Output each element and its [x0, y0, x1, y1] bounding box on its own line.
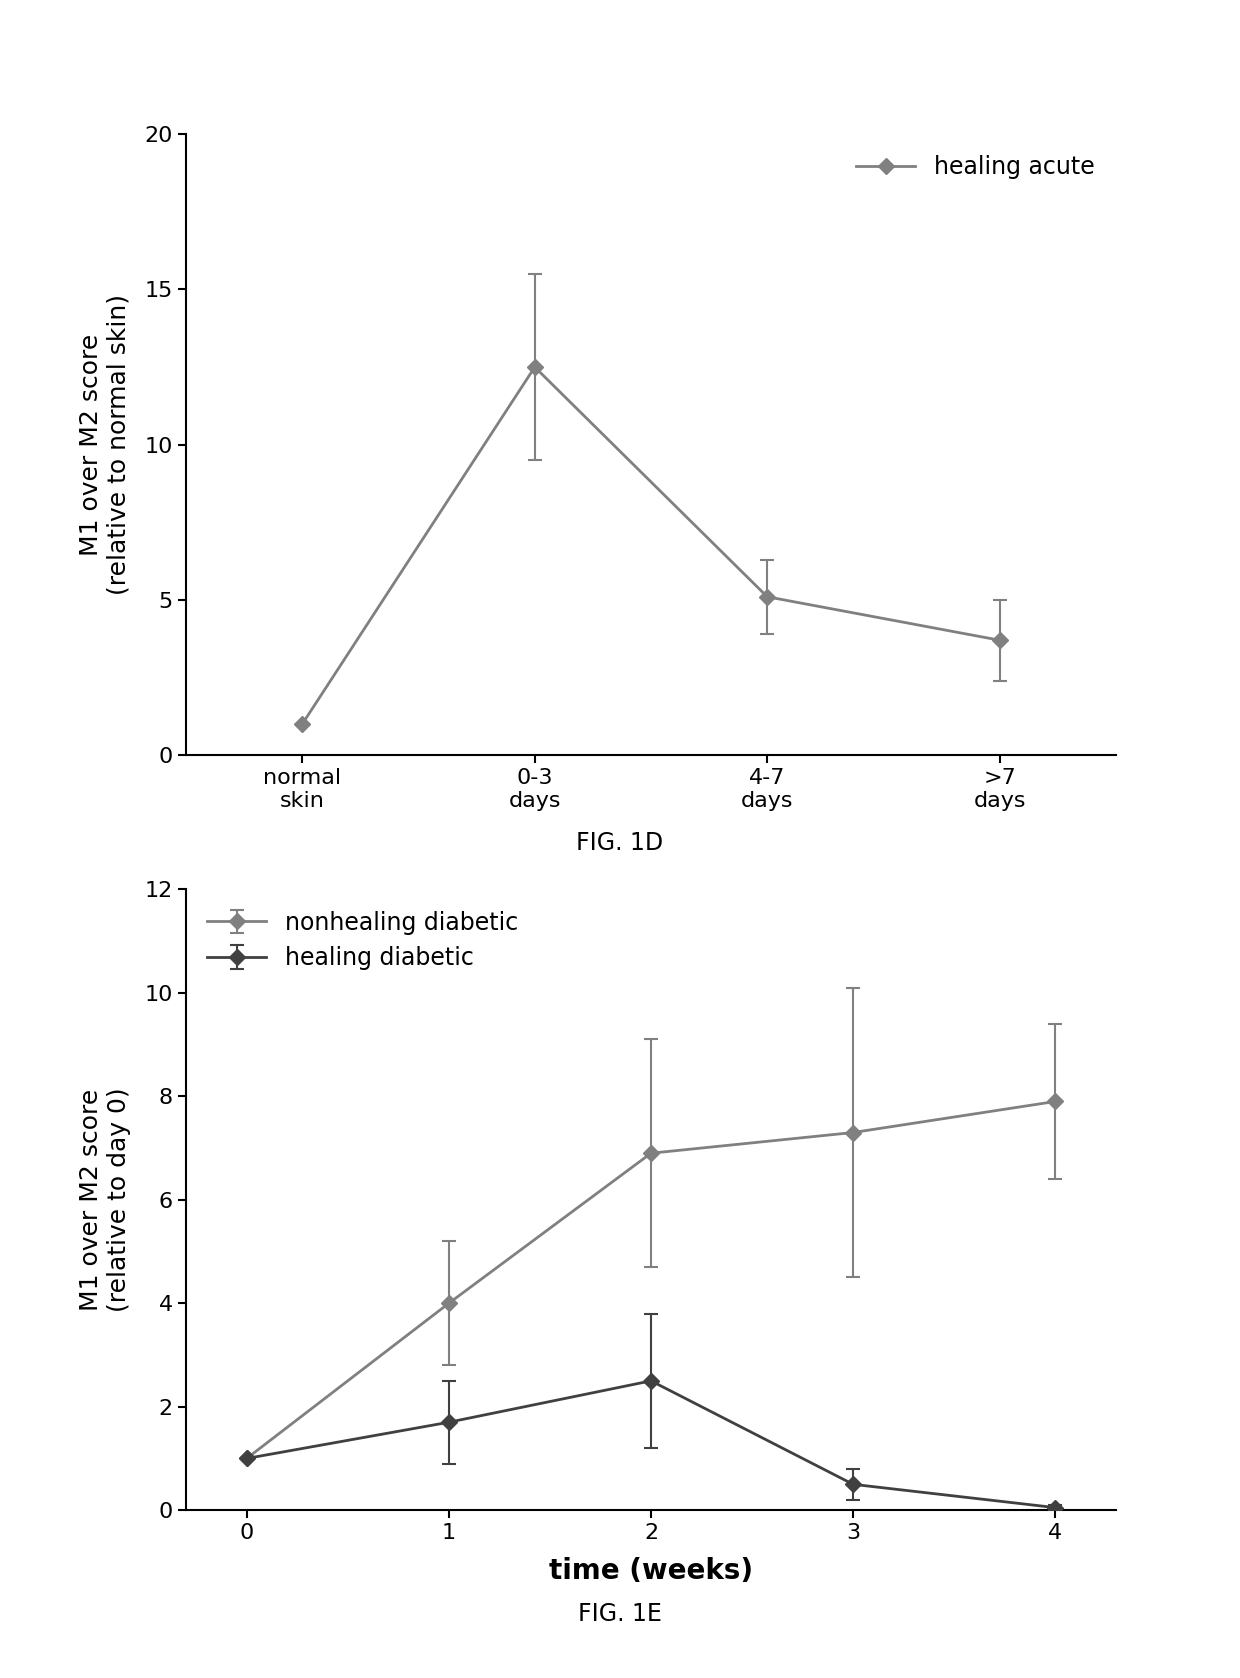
Text: FIG. 1D: FIG. 1D: [577, 831, 663, 854]
Legend: healing acute: healing acute: [847, 146, 1104, 190]
Legend: nonhealing diabetic, healing diabetic: nonhealing diabetic, healing diabetic: [198, 901, 528, 980]
Y-axis label: M1 over M2 score
(relative to day 0): M1 over M2 score (relative to day 0): [79, 1087, 130, 1312]
Text: FIG. 1E: FIG. 1E: [578, 1602, 662, 1626]
Y-axis label: M1 over M2 score
(relative to normal skin): M1 over M2 score (relative to normal ski…: [79, 294, 130, 596]
X-axis label: time (weeks): time (weeks): [549, 1557, 753, 1586]
